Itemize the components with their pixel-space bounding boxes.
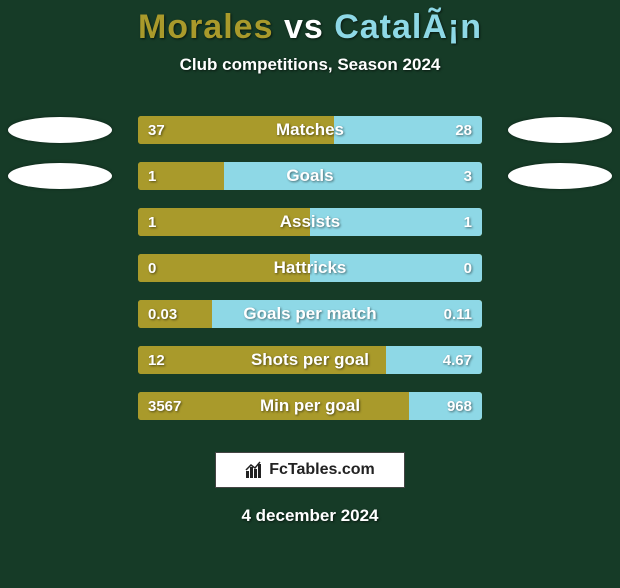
stat-bar-left [138, 392, 409, 420]
stat-bar-right [409, 392, 482, 420]
player-right-marker [508, 163, 612, 189]
stat-bar-track: Min per goal3567968 [138, 392, 482, 420]
stat-bar-track: Hattricks00 [138, 254, 482, 282]
stat-row: Shots per goal124.67 [0, 346, 620, 374]
stat-row: Assists11 [0, 208, 620, 236]
stat-bar-right [224, 162, 482, 190]
stat-bar-right [386, 346, 482, 374]
stat-bar-right [334, 116, 482, 144]
player-right-name: CatalÃ¡n [334, 8, 482, 46]
subtitle: Club competitions, Season 2024 [0, 55, 620, 75]
player-left-marker [8, 163, 112, 189]
stat-bar-left [138, 162, 224, 190]
stat-bar-right [310, 208, 482, 236]
stat-bar-left [138, 346, 386, 374]
vs-text: vs [284, 8, 324, 46]
player-right-marker [508, 117, 612, 143]
stat-row: Goals13 [0, 162, 620, 190]
comparison-title: Morales vs CatalÃ¡n [0, 8, 620, 47]
stat-row: Goals per match0.030.11 [0, 300, 620, 328]
player-left-name: Morales [138, 8, 274, 46]
stat-bar-track: Shots per goal124.67 [138, 346, 482, 374]
stat-bar-right [212, 300, 482, 328]
stat-row: Min per goal3567968 [0, 392, 620, 420]
stat-bar-left [138, 208, 310, 236]
stats-chart: Matches3728 Goals13 Assists11 Hattricks00 Go… [0, 116, 620, 438]
stat-row: Matches3728 [0, 116, 620, 144]
stat-bar-track: Goals per match0.030.11 [138, 300, 482, 328]
stat-bar-track: Goals13 [138, 162, 482, 190]
stat-bar-left [138, 254, 310, 282]
stat-bar-left [138, 116, 334, 144]
stat-bar-left [138, 300, 212, 328]
branding-badge: FcTables.com [215, 452, 405, 488]
player-left-marker [8, 117, 112, 143]
chart-icon [245, 461, 263, 479]
stat-bar-right [310, 254, 482, 282]
branding-text: FcTables.com [269, 461, 375, 479]
stat-bar-track: Matches3728 [138, 116, 482, 144]
stat-row: Hattricks00 [0, 254, 620, 282]
stat-bar-track: Assists11 [138, 208, 482, 236]
date-text: 4 december 2024 [0, 506, 620, 526]
